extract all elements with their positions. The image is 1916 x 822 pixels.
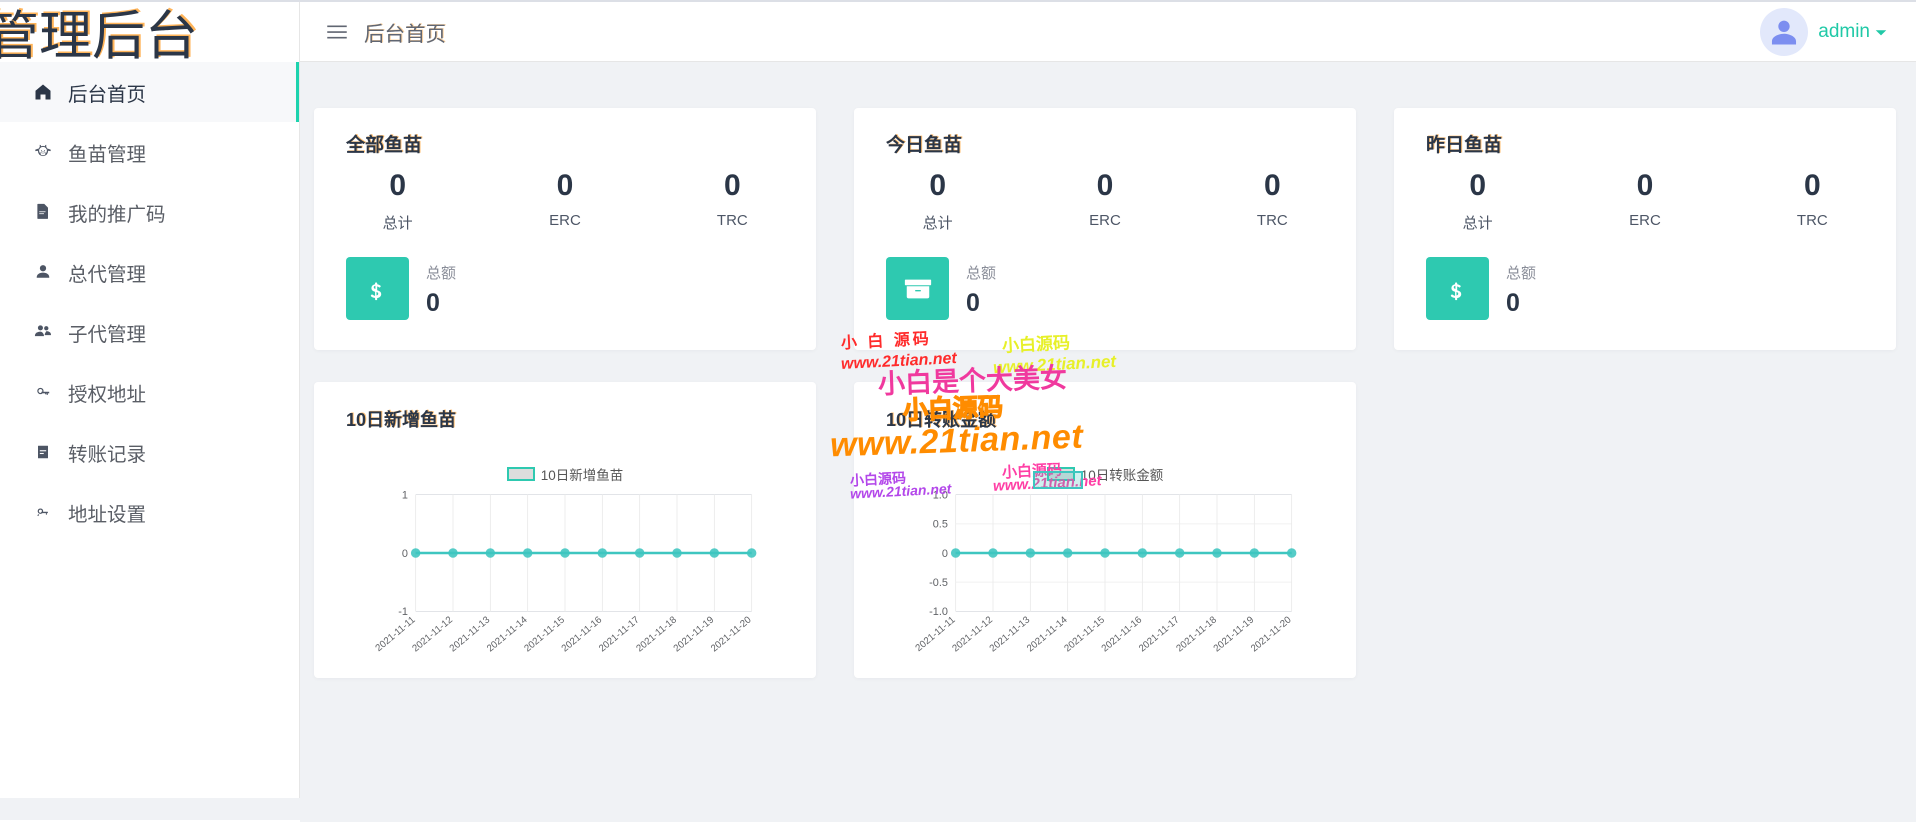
svg-text:2021-11-14: 2021-11-14 — [485, 614, 530, 654]
svg-text:2021-11-13: 2021-11-13 — [988, 615, 1033, 655]
svg-text:1: 1 — [402, 490, 408, 502]
svg-text:0.5: 0.5 — [933, 519, 948, 531]
svg-text:2021-11-12: 2021-11-12 — [410, 615, 455, 655]
svg-text:2021-11-13: 2021-11-13 — [448, 615, 493, 655]
svg-text:-1: -1 — [398, 606, 408, 618]
svg-text:2021-11-14: 2021-11-14 — [1025, 614, 1070, 654]
svg-text:0: 0 — [402, 548, 408, 560]
svg-text:0: 0 — [942, 548, 948, 560]
svg-text:2021-11-20: 2021-11-20 — [1249, 614, 1294, 654]
svg-text:2021-11-16: 2021-11-16 — [1100, 615, 1145, 655]
svg-text:2021-11-16: 2021-11-16 — [560, 615, 605, 655]
svg-text:2021-11-17: 2021-11-17 — [597, 615, 642, 655]
svg-text:2021-11-12: 2021-11-12 — [950, 615, 995, 655]
svg-text:1.0: 1.0 — [933, 490, 948, 502]
svg-text:2021-11-18: 2021-11-18 — [1174, 615, 1219, 655]
svg-text:-0.5: -0.5 — [929, 577, 948, 589]
svg-text:2021-11-18: 2021-11-18 — [634, 615, 679, 655]
svg-text:2021-11-19: 2021-11-19 — [672, 615, 717, 655]
svg-text:2021-11-20: 2021-11-20 — [709, 614, 754, 654]
svg-text:2021-11-19: 2021-11-19 — [1212, 615, 1257, 655]
svg-text:2021-11-15: 2021-11-15 — [1062, 615, 1107, 655]
svg-text:2021-11-17: 2021-11-17 — [1137, 615, 1182, 655]
svg-text:2021-11-11: 2021-11-11 — [914, 615, 958, 654]
svg-text:-1.0: -1.0 — [929, 606, 948, 618]
svg-text:2021-11-11: 2021-11-11 — [374, 615, 418, 654]
svg-text:2021-11-15: 2021-11-15 — [522, 615, 567, 655]
